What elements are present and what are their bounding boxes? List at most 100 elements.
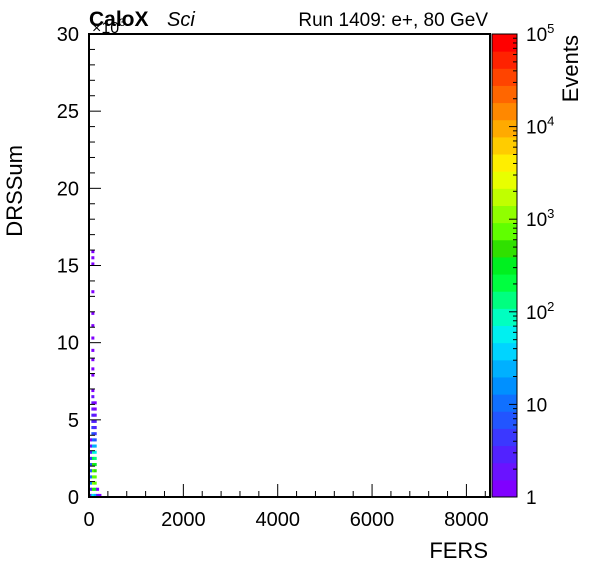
experiment-subtitle: Sci — [167, 9, 195, 31]
y-multiplier: ×103 — [92, 17, 125, 37]
heatmap-bin — [91, 493, 95, 497]
colorbar-segment — [492, 376, 517, 395]
colorbar-segment — [492, 222, 517, 241]
colorbar-tick-label: 10 — [526, 395, 547, 416]
y-tick-label: 20 — [57, 178, 79, 200]
heatmap-bin — [91, 487, 95, 491]
colorbar-segment — [492, 308, 517, 327]
heatmap-bin — [91, 358, 95, 362]
heatmap-bin — [93, 407, 97, 411]
heatmap-bin — [89, 493, 92, 497]
heatmap-bin — [93, 444, 97, 448]
colorbar-segment — [492, 445, 517, 464]
heatmap-bin — [91, 426, 95, 430]
heatmap-bin — [91, 432, 95, 436]
heatmap-bin — [91, 250, 95, 254]
heatmap-bin — [91, 324, 95, 328]
colorbar-tick-label: 1 — [526, 488, 537, 509]
heatmap-bin — [89, 444, 92, 448]
colorbar-segment — [492, 85, 517, 104]
heatmap-bin — [91, 348, 95, 352]
colorbar-segment — [492, 462, 517, 481]
x-tick-label: 0 — [83, 509, 94, 531]
colorbar-segment — [492, 239, 517, 258]
heatmap-bin — [91, 373, 95, 377]
heatmap-bin — [93, 493, 97, 497]
colorbar-segment — [492, 205, 517, 224]
heatmap-bin — [98, 493, 102, 497]
colorbar: 1 10 102 103 104 105 — [491, 21, 554, 509]
colorbar-tick-label: 102 — [526, 299, 554, 324]
heatmap-bin — [93, 413, 97, 417]
heatmap-bin — [93, 481, 97, 485]
heatmap-bin — [89, 463, 92, 467]
heatmap-bin — [89, 456, 92, 460]
heatmap-bin — [91, 444, 95, 448]
heatmap-bins — [89, 250, 102, 497]
y-tick-label: 30 — [57, 24, 79, 46]
heatmap-bin — [91, 395, 95, 399]
heatmap-bin — [96, 493, 100, 497]
heatmap-bin — [93, 487, 97, 491]
heatmap-bin — [89, 481, 92, 485]
heatmap-bin — [91, 262, 95, 266]
colorbar-tick-label: 104 — [526, 114, 554, 139]
heatmap-bin — [91, 336, 95, 340]
heatmap-bin — [91, 290, 95, 294]
colorbar-segment — [492, 394, 517, 412]
colorbar-segment — [492, 171, 517, 189]
x-tick-label: 2000 — [161, 509, 206, 531]
heatmap-bin — [93, 475, 97, 479]
heatmap-bin — [93, 401, 97, 405]
heatmap-bin — [91, 475, 95, 479]
heatmap-bin — [91, 367, 95, 371]
heatmap-bin — [93, 469, 97, 473]
run-label: Run 1409: e+, 80 GeV — [298, 10, 488, 31]
colorbar-tick-label: 103 — [526, 206, 554, 231]
heatmap-bin — [91, 407, 95, 411]
heatmap-bin — [91, 311, 95, 315]
colorbar-segment — [492, 256, 517, 275]
x-tick-label: 6000 — [350, 509, 395, 531]
heatmap-bin — [91, 469, 95, 473]
y-tick-label: 5 — [68, 410, 79, 432]
heatmap-bin — [91, 401, 95, 405]
colorbar-segment — [492, 428, 517, 447]
heatmap-bin — [91, 481, 95, 485]
heatmap-bin — [96, 487, 100, 491]
heatmap-bin — [91, 438, 95, 442]
colorbar-segment — [492, 359, 517, 378]
heatmap-bin — [89, 469, 92, 473]
colorbar-segment — [492, 154, 517, 172]
heatmap-bin — [93, 456, 97, 460]
heatmap-bin — [91, 463, 95, 467]
colorbar-segment — [492, 188, 517, 206]
heatmap-bin — [93, 426, 97, 430]
heatmap-bin — [91, 413, 95, 417]
colorbar-tick-label: 105 — [526, 21, 554, 46]
heatmap-bin — [89, 450, 92, 454]
colorbar-segment — [492, 102, 517, 121]
colorbar-segment — [492, 34, 517, 52]
heatmap-bin — [89, 438, 92, 442]
colorbar-segment — [492, 325, 517, 344]
heatmap-bin — [91, 256, 95, 260]
heatmap-bin — [93, 463, 97, 467]
experiment-name: CaloX — [89, 8, 149, 31]
colorbar-segment — [492, 411, 517, 429]
colorbar-label: Events — [558, 35, 583, 102]
heatmap-bin — [91, 419, 95, 423]
colorbar-segment — [492, 136, 517, 155]
y-tick-label: 15 — [57, 256, 79, 278]
heatmap-bin — [89, 475, 92, 479]
colorbar-frame — [491, 33, 518, 498]
y-tick-label: 25 — [57, 101, 79, 123]
x-tick-label: 4000 — [255, 509, 300, 531]
colorbar-segment — [492, 342, 517, 361]
heatmap-bin — [93, 438, 97, 442]
x-tick-label: 8000 — [444, 509, 489, 531]
heatmap-bin — [93, 419, 97, 423]
heatmap-bin — [89, 487, 92, 491]
colorbar-segment — [492, 274, 517, 292]
